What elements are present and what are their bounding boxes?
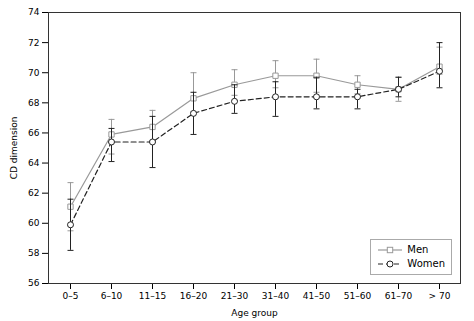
svg-text:62: 62 <box>28 188 39 198</box>
svg-text:56: 56 <box>28 278 40 288</box>
svg-text:66: 66 <box>28 128 40 138</box>
svg-text:68: 68 <box>28 98 40 108</box>
svg-text:> 70: > 70 <box>429 291 451 301</box>
svg-text:16–20: 16–20 <box>180 291 208 301</box>
svg-text:58: 58 <box>28 248 40 258</box>
svg-text:CD dimension: CD dimension <box>9 117 19 180</box>
svg-text:41–50: 41–50 <box>303 291 331 301</box>
svg-text:72: 72 <box>28 37 39 47</box>
svg-text:Age group: Age group <box>231 308 278 318</box>
svg-text:61–70: 61–70 <box>385 291 413 301</box>
svg-text:31–40: 31–40 <box>262 291 290 301</box>
svg-text:21–30: 21–30 <box>221 291 249 301</box>
svg-text:60: 60 <box>28 218 40 228</box>
svg-text:64: 64 <box>28 158 40 168</box>
svg-text:6–10: 6–10 <box>101 291 123 301</box>
html-text:Men: Men <box>407 244 429 255</box>
html-text:Women: Women <box>407 258 445 269</box>
svg-text:11–15: 11–15 <box>139 291 166 301</box>
svg-text:74: 74 <box>28 7 40 17</box>
svg-text:0–5: 0–5 <box>63 291 79 301</box>
svg-text:70: 70 <box>28 68 40 78</box>
svg-text:51–60: 51–60 <box>344 291 372 301</box>
